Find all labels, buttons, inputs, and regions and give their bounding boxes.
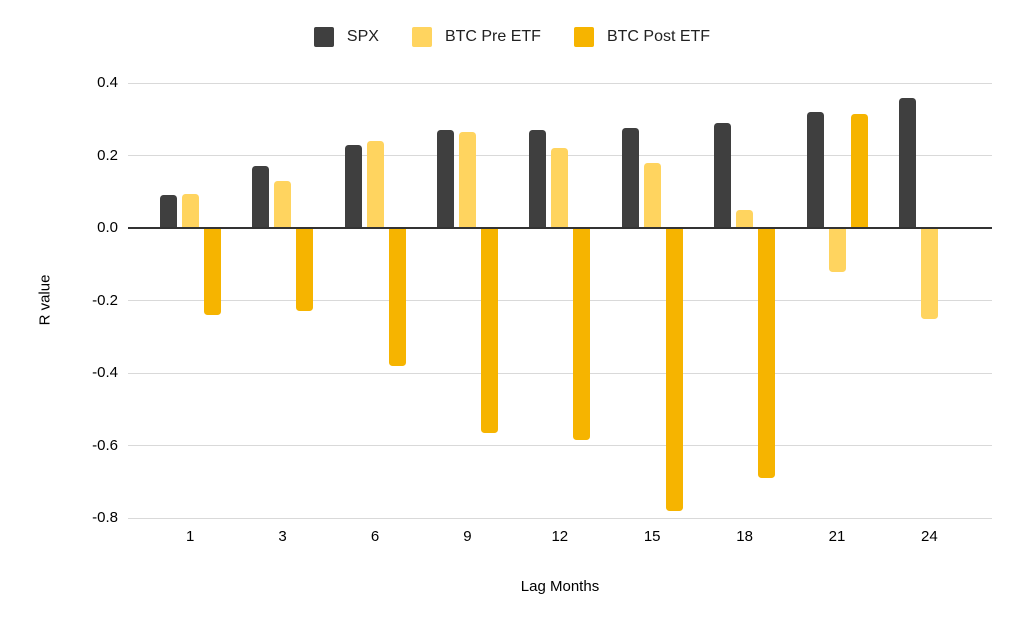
bar-spx-lag-9: [436, 130, 454, 228]
legend-swatch-btc-post-etf-icon: [573, 27, 594, 47]
x-tick-label: 3: [278, 528, 287, 545]
gridline: [128, 445, 992, 446]
x-tick-label: 21: [828, 528, 846, 545]
bar-btc-pre-etf-lag-15: [643, 162, 661, 228]
bar-spx-lag-6: [344, 144, 362, 228]
x-tick-label: 9: [463, 528, 472, 545]
legend-item-btc-pre-etf: BTC Pre ETF: [411, 27, 541, 47]
legend-swatch-spx-icon: [313, 27, 334, 47]
legend-swatch-btc-pre-etf-icon: [411, 27, 432, 47]
bar-btc-pre-etf-lag-21: [828, 228, 846, 272]
bar-btc-post-etf-lag-6: [388, 228, 406, 366]
y-tick-label: 0.0: [97, 219, 118, 236]
bar-btc-post-etf-lag-3: [296, 228, 314, 312]
bar-spx-lag-1: [159, 195, 177, 228]
y-tick-label: -0.8: [92, 509, 118, 526]
gridline: [128, 517, 992, 519]
bar-spx-lag-21: [806, 112, 824, 228]
bar-spx-lag-24: [898, 97, 916, 228]
legend-item-btc-post-etf: BTC Post ETF: [573, 27, 711, 47]
bar-spx-lag-12: [529, 130, 547, 228]
x-tick-label: 15: [643, 528, 661, 545]
y-axis-title: R value: [36, 274, 54, 326]
x-axis-title: Lag Months: [520, 578, 600, 595]
gridline: [128, 372, 992, 374]
y-tick-label: -0.6: [92, 436, 118, 454]
legend: SPX BTC Pre ETF BTC Post ETF: [0, 27, 1024, 47]
x-tick-label: 1: [186, 528, 195, 545]
legend-label-btc-pre-etf: BTC Pre ETF: [444, 28, 541, 45]
bar-btc-pre-etf-lag-24: [920, 228, 938, 319]
x-tick-label: 12: [551, 528, 569, 545]
zero-axis-line: [128, 227, 992, 229]
bar-btc-pre-etf-lag-1: [181, 193, 199, 228]
bar-btc-post-etf-lag-15: [665, 228, 683, 511]
bar-btc-post-etf-lag-1: [203, 228, 221, 315]
legend-item-spx: SPX: [313, 27, 379, 47]
bar-btc-pre-etf-lag-6: [366, 141, 384, 228]
bar-btc-post-etf-lag-12: [573, 228, 591, 441]
y-tick-label: 0.4: [97, 74, 118, 91]
bar-btc-pre-etf-lag-18: [736, 209, 754, 228]
bar-btc-post-etf-lag-9: [480, 228, 498, 433]
bar-btc-pre-etf-lag-9: [458, 131, 476, 228]
y-tick-label: -0.4: [92, 364, 118, 381]
bar-spx-lag-3: [252, 166, 270, 228]
x-tick-label: 18: [736, 528, 753, 545]
bar-spx-lag-18: [714, 122, 732, 228]
bar-spx-lag-15: [621, 128, 639, 228]
y-tick-label: 0.2: [97, 146, 118, 164]
bar-btc-pre-etf-lag-12: [551, 148, 569, 228]
y-tick-label: -0.2: [92, 291, 118, 309]
bar-btc-pre-etf-lag-3: [274, 180, 292, 228]
legend-label-spx: SPX: [346, 28, 379, 45]
bar-btc-post-etf-lag-18: [758, 228, 776, 479]
x-tick-label: 24: [921, 528, 938, 545]
x-tick-label: 6: [370, 528, 380, 545]
legend-label-btc-post-etf: BTC Post ETF: [606, 28, 711, 45]
bar-btc-post-etf-lag-21: [850, 113, 868, 228]
gridline: [128, 300, 992, 301]
gridline: [128, 82, 992, 84]
